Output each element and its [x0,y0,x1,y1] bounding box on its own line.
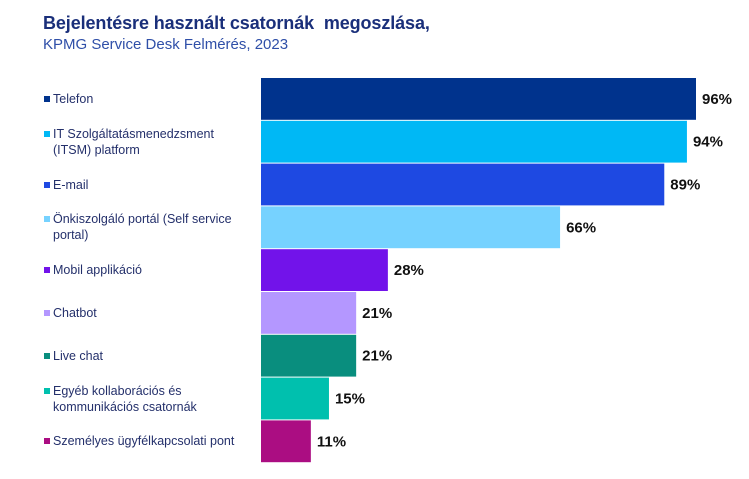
data-label-3: 66% [566,219,596,236]
legend-item-7: Egyéb kollaborációs és kommunikációs csat… [44,383,259,415]
legend-label-line: portal) [53,228,89,243]
bar-3 [261,206,561,249]
legend-label: Chatbot [53,305,97,321]
legend-label-line: (ITSM) platform [53,142,140,157]
data-label-7: 15% [335,391,365,408]
legend-label: IT Szolgáltatásmenedzsment (ITSM) platfor… [53,126,214,158]
legend-label-line: IT Szolgáltatásmenedzsment [53,126,214,141]
legend-label: Személyes ügyfélkapcsolati pont [53,433,234,449]
legend-label-line: Telefon [53,91,94,106]
legend-marker-icon [44,95,50,102]
legend-label-line: Személyes ügyfélkapcsolati pont [53,434,235,449]
data-label-6: 21% [362,348,392,365]
legend-item-6: Live chat [44,348,259,364]
legend-marker-icon [44,309,50,316]
legend-label: Egyéb kollaborációs és kommunikációs csat… [53,383,197,415]
legend-item-2: E-mail [44,177,259,193]
legend-item-5: Chatbot [44,305,259,321]
bar-1 [261,120,687,163]
legend-label: Live chat [53,348,103,364]
legend-label-line: Egyéb kollaborációs és [53,383,182,398]
legend-label: E-mail [53,177,88,193]
legend-item-1: IT Szolgáltatásmenedzsment (ITSM) platfor… [44,126,259,158]
bar-0 [261,78,696,120]
legend-label: Mobil applikáció [53,262,142,278]
legend-label: Telefon [53,91,93,107]
bar-7 [261,377,329,420]
legend-item-4: Mobil applikáció [44,262,259,278]
legend-label: Önkiszolgáló portál (Self service portal) [53,211,232,243]
legend-label-line: Önkiszolgáló portál (Self service [53,212,232,227]
legend-marker-icon [44,130,50,137]
bar-8 [261,420,311,463]
bar-6 [261,334,357,377]
data-label-4: 28% [394,262,424,279]
bar-4 [261,249,388,291]
legend-marker-icon [44,216,50,223]
bar-2 [261,163,665,206]
chart-subtitle: KPMG Service Desk Felmérés, 2023 [43,36,289,53]
legend-marker-icon [44,438,50,445]
legend-marker-icon [44,387,50,394]
legend-marker-icon [44,181,50,188]
chart-title: Bejelentésre használt csatornák megoszlá… [43,13,430,33]
data-label-5: 21% [362,305,392,322]
legend-item-0: Telefon [44,91,259,107]
data-label-8: 11% [317,433,346,450]
data-label-0: 96% [702,91,732,108]
bar-5 [261,292,357,334]
legend-marker-icon [44,352,50,359]
data-label-2: 89% [670,177,700,194]
legend-label-line: E-mail [53,177,89,192]
legend-label-line: Chatbot [53,305,97,320]
legend-label-line: Mobil applikáció [53,263,142,278]
legend-label-line: Live chat [53,348,104,363]
legend-item-3: Önkiszolgáló portál (Self service portal) [44,211,259,243]
legend-label-line: kommunikációs csatornák [53,399,197,414]
legend-marker-icon [44,267,50,274]
data-label-1: 94% [693,134,723,151]
legend-item-8: Személyes ügyfélkapcsolati pont [44,433,259,449]
